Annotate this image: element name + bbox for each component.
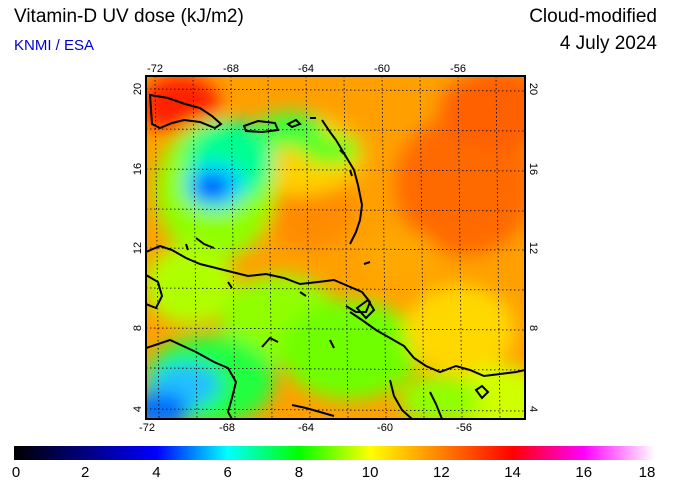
map-title: Vitamin-D UV dose (kJ/m2) [14,6,244,27]
color-scale-label: 2 [81,464,90,481]
color-scale-label: 6 [223,464,232,481]
lat-tick-left-label: 20 [132,83,144,95]
lon-tick-top-label: -68 [223,63,239,75]
credit-label: KNMI / ESA [14,37,95,54]
lon-ticks-bottom: -72 -68 -64 -60 -56 [139,422,472,434]
graticule-meridian [457,75,463,420]
color-scale-bar [14,446,655,460]
graticule-meridian [381,75,387,420]
map-frame [145,75,526,420]
graticule-meridian [343,75,349,420]
lon-tick-top-label: -60 [374,63,390,75]
graticule-meridian [495,75,501,420]
graticule-meridian [154,75,160,420]
color-scale-label: 16 [575,464,593,481]
color-scale-label: 10 [361,464,379,481]
graticule-meridian [267,75,273,420]
lon-tick-bottom-label: -68 [219,422,235,434]
lat-tick-left-label: 12 [132,242,144,254]
lat-tick-left-label: 4 [132,406,144,412]
lat-tick-right-label: 8 [527,325,539,331]
lon-tick-bottom-label: -56 [456,422,472,434]
graticule-meridian [305,75,311,420]
lat-tick-left-label: 16 [132,163,144,175]
color-scale-label: 18 [638,464,656,481]
coastlines [146,93,525,419]
lon-tick-bottom-label: -60 [377,422,393,434]
product-label: Cloud-modified [529,6,657,27]
uv-field [146,76,525,419]
lat-ticks-right: 20 16 12 8 4 [527,83,539,412]
lat-tick-left-label: 8 [132,325,144,331]
lat-tick-right-label: 12 [527,242,539,254]
lat-ticks-left: 20 16 12 8 4 [132,83,144,412]
graticule-meridian [230,75,236,420]
graticule-meridian [419,75,425,420]
lon-tick-top-label: -64 [298,63,314,75]
color-scale-label: 12 [432,464,450,481]
date-label: 4 July 2024 [559,33,657,54]
lon-tick-bottom-label: -72 [139,422,155,434]
color-scale-label: 0 [11,464,21,481]
lat-tick-right-label: 16 [527,163,539,175]
graticule [145,75,526,420]
uv-dose-map: -72 -68 -64 -60 -56 -72 -68 -64 -60 -56 … [132,63,539,434]
color-scale-label: 8 [294,464,304,481]
lon-tick-bottom-label: -64 [298,422,314,434]
lon-tick-top-label: -56 [450,63,466,75]
lat-tick-right-label: 4 [527,406,539,412]
color-scale-label: 4 [152,464,161,481]
lon-ticks-top: -72 -68 -64 -60 -56 [147,63,466,75]
graticule-meridian [192,75,198,420]
color-scale-label: 14 [504,464,521,481]
lat-tick-right-label: 20 [527,83,539,95]
lon-tick-top-label: -72 [147,63,163,75]
